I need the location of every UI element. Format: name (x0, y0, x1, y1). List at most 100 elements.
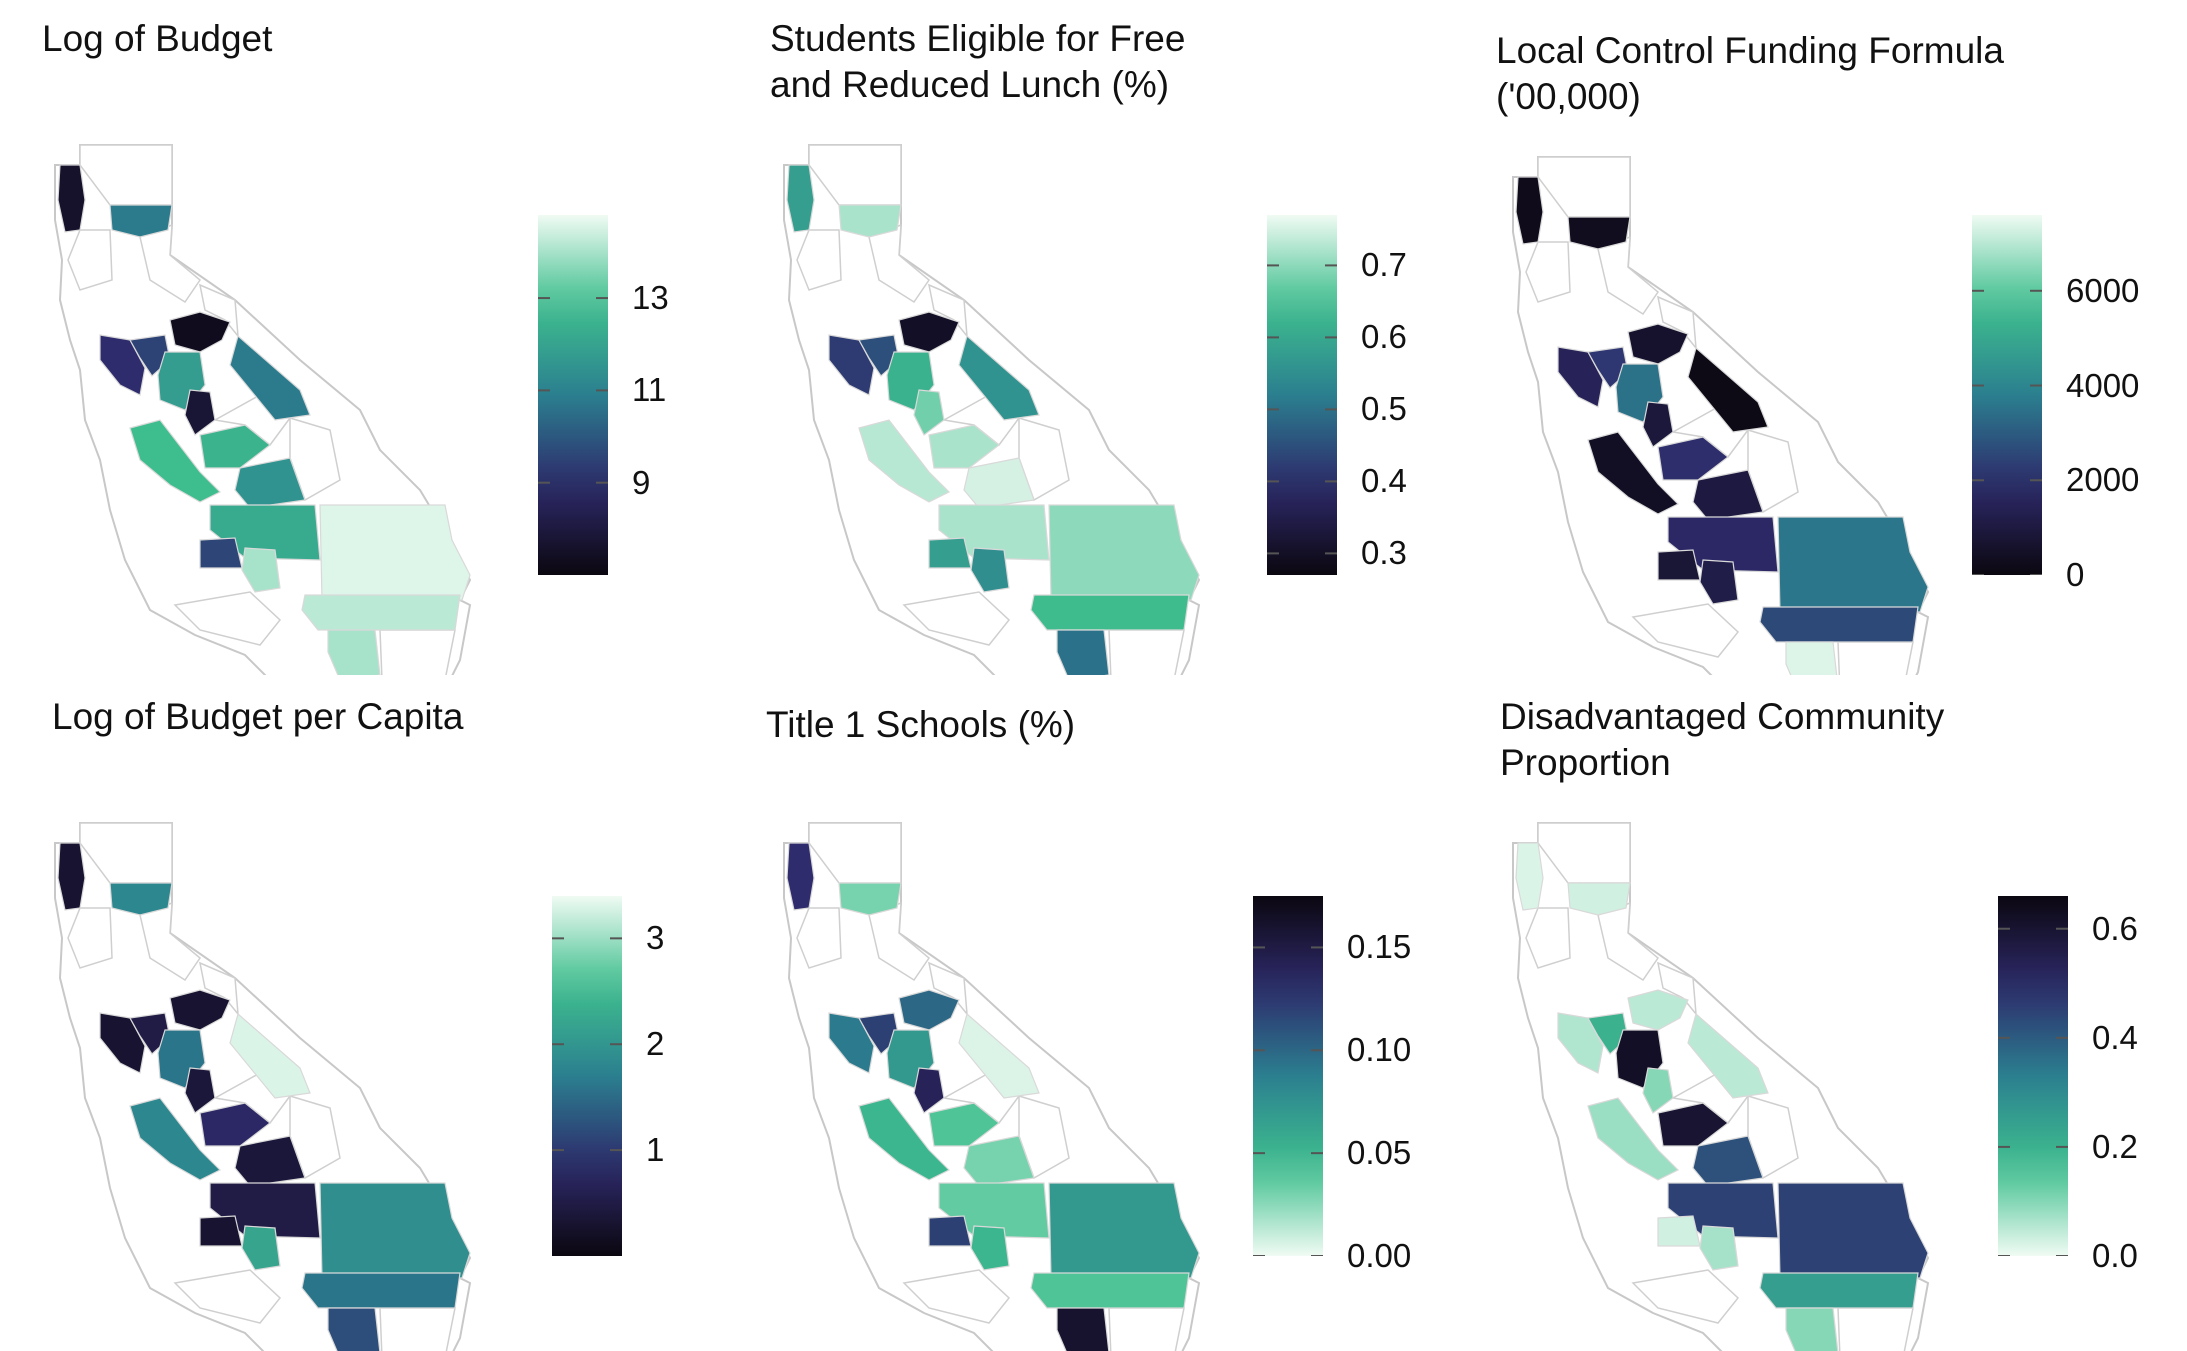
county-region-east-sierra (229, 1012, 311, 1099)
county-region-san-joaquin (1657, 1102, 1729, 1147)
county-region-tulare (234, 457, 306, 509)
county-region-sierra-north (1627, 323, 1689, 365)
county-region-riverside (1030, 594, 1190, 631)
panel-title: Title 1 Schools (%) (766, 704, 1076, 745)
county-region-san-diego (1056, 1307, 1110, 1351)
legend-tick-label: 0.4 (2092, 1018, 2138, 1056)
county-region-riverside (301, 1272, 461, 1309)
county-region-ventura (1699, 1225, 1739, 1271)
county-region-central-b (913, 389, 945, 436)
legend-tick-label: 11 (632, 371, 667, 409)
county-region-santa-barbara (199, 537, 243, 569)
county-region-ventura (241, 547, 281, 593)
county-region-central-b (184, 389, 216, 436)
legend-gradient (538, 215, 608, 575)
legend-tick-label: 9 (632, 463, 651, 501)
county-blank (1597, 901, 1660, 982)
county-region-ventura (1699, 559, 1739, 605)
county-blank (868, 901, 931, 982)
panel-title: Local Control Funding Formula ('00,000) (1496, 30, 2004, 117)
county-blank (1018, 1094, 1070, 1180)
legend-tick-label: 0.10 (1347, 1031, 1412, 1069)
california-map (1512, 822, 1930, 1351)
county-region-san-bernardino (1777, 1182, 1929, 1279)
county-region-riverside (301, 594, 461, 631)
county-region-san-diego (327, 1307, 381, 1351)
county-region-san-diego (327, 629, 381, 675)
county-region-san-diego (1056, 629, 1110, 675)
county-region-tulare (234, 1135, 306, 1187)
panel-title: Students Eligible for Free and Reduced L… (770, 18, 1186, 105)
county-region-shasta (109, 204, 173, 238)
county-region-santa-barbara (1657, 1215, 1701, 1247)
county-blank (1597, 235, 1660, 316)
county-region-coast-central (129, 1097, 222, 1181)
color-legend (552, 896, 622, 1256)
county-region-sierra-north (1627, 989, 1689, 1031)
county-region-east-sierra (958, 334, 1040, 421)
panel-log-budget: Log of Budget 13 11 9 (0, 0, 729, 675)
county-blank (902, 591, 1011, 646)
legend-tick-label: 2000 (2066, 461, 2140, 499)
county-region-santa-barbara (928, 1215, 972, 1247)
legend-tick-label: 0.2 (2092, 1127, 2138, 1165)
county-blank (139, 223, 202, 304)
county-blank (67, 907, 113, 969)
county-region-santa-barbara (928, 537, 972, 569)
county-region-san-diego (1785, 1307, 1839, 1351)
legend-tick-label: 2 (646, 1025, 665, 1063)
legend-gradient (1253, 896, 1323, 1256)
county-blank (1837, 1307, 1914, 1351)
county-region-sierra-north (169, 311, 231, 353)
county-region-tulare (963, 457, 1035, 509)
panel-free-lunch: Students Eligible for Free and Reduced L… (729, 0, 1458, 675)
legend-tick-label: 0.5 (1361, 390, 1407, 428)
county-blank (139, 901, 202, 982)
county-region-coast-central (129, 419, 222, 503)
legend-tick-label: 0.6 (1361, 318, 1407, 356)
county-region-san-bernardino (319, 1182, 471, 1279)
panel-log-budget-capita: Log of Budget per Capita 3 2 1 (0, 676, 729, 1351)
county-blank (379, 1307, 456, 1351)
county-region-east-sierra (1687, 346, 1769, 433)
county-region-tulare (1692, 1135, 1764, 1187)
county-region-riverside (1759, 606, 1919, 643)
county-region-north-coast (57, 164, 86, 233)
county-region-east-sierra (958, 1012, 1040, 1099)
county-region-tulare (1692, 469, 1764, 521)
county-region-san-bernardino (1048, 1182, 1200, 1279)
county-region-north-coast (1515, 176, 1544, 245)
county-blank (289, 416, 341, 502)
county-blank (1631, 603, 1740, 658)
panel-title: Log of Budget per Capita (52, 696, 464, 737)
legend-tick-label: 13 (632, 279, 669, 317)
legend-tick-label: 6000 (2066, 271, 2140, 309)
county-region-san-bernardino (1777, 516, 1929, 613)
county-region-san-bernardino (319, 504, 471, 601)
panel-title: Disadvantaged Community Proportion (1500, 696, 1945, 783)
legend-tick-label: 0.4 (1361, 462, 1407, 500)
county-blank (1747, 428, 1799, 514)
county-region-east-sierra (1687, 1012, 1769, 1099)
county-region-ventura (970, 1225, 1010, 1271)
county-blank (1018, 416, 1070, 502)
county-region-central-b (184, 1067, 216, 1114)
legend-tick-label: 0.3 (1361, 534, 1407, 572)
county-blank (796, 229, 842, 291)
panel-title1: Title 1 Schools (%) 0.15 0.10 0.05 0.00 (729, 676, 1458, 1351)
county-blank (1108, 629, 1185, 675)
legend-tick-label: 0.6 (2092, 909, 2138, 947)
legend-tick-label: 0.7 (1361, 246, 1407, 284)
county-region-coast-central (1587, 431, 1680, 515)
legend-tick-label: 0.05 (1347, 1134, 1412, 1172)
legend-tick-label: 3 (646, 919, 665, 957)
county-blank (173, 1269, 282, 1324)
county-region-central-b (1642, 1067, 1674, 1114)
county-region-san-joaquin (1657, 436, 1729, 481)
county-region-ventura (970, 547, 1010, 593)
county-blank (1525, 241, 1571, 303)
legend-tick-label: 0.00 (1347, 1237, 1412, 1274)
california-map (783, 822, 1201, 1351)
county-region-san-joaquin (928, 424, 1000, 469)
legend-gradient (1972, 215, 2042, 575)
